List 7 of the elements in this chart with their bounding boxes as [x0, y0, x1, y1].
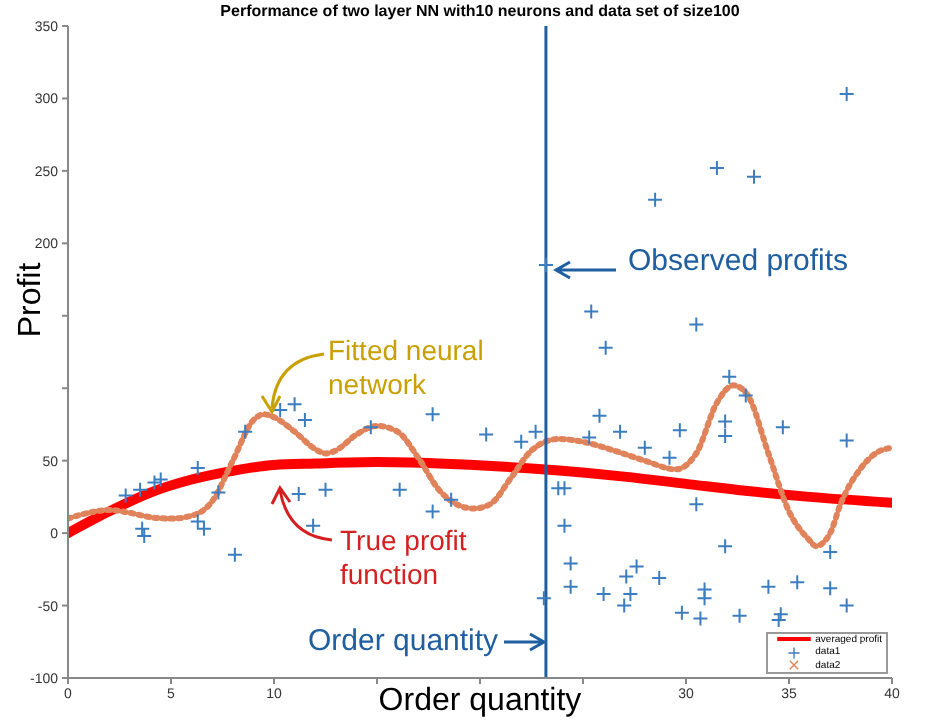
x-axis-title: Order quantity [378, 684, 582, 718]
annotation: True profit function [340, 524, 469, 592]
y-axis-title: Profit [14, 262, 50, 338]
annotation: Observed profits [628, 244, 849, 280]
annotation: Fitted neural network [328, 334, 486, 402]
chart-title: Performance of two layer NN with10 neurons and data set of size100 [218, 2, 742, 20]
annotation: Order quantity [308, 624, 499, 660]
